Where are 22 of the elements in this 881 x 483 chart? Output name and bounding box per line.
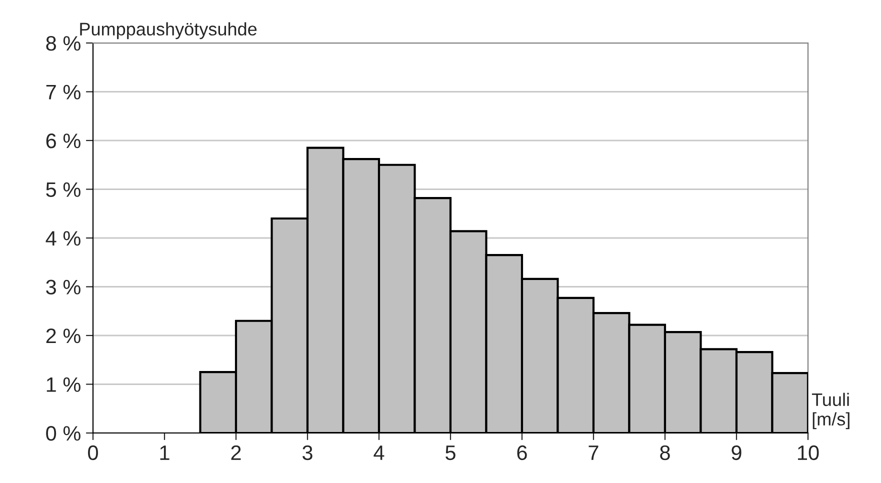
x-tick-label: 1: [160, 446, 170, 460]
y-axis-title: Pumppaushyötysuhde: [80, 22, 257, 40]
x-tick-label: 6: [517, 445, 527, 460]
y-tick-label: 8 %: [46, 36, 80, 51]
y-tick-label: 6 %: [46, 134, 80, 148]
y-tick-label: 1 %: [46, 377, 80, 392]
x-tick-label: 5: [446, 446, 456, 460]
y-tick-label: 5 %: [46, 182, 80, 198]
x-tick-label: 2: [231, 445, 241, 460]
x-tick-label: 3: [302, 445, 312, 460]
y-tick-label: 4 %: [46, 231, 80, 246]
y-tick-label: 0 %: [46, 426, 80, 441]
y-tick-label: 3 %: [46, 280, 80, 295]
x-tick-label: 7: [588, 446, 598, 460]
x-tick-label: 8: [660, 445, 670, 460]
x-tick-label: 9: [732, 445, 742, 460]
x-tick-label: 10: [798, 445, 819, 460]
x-tick-label: 4: [374, 446, 384, 460]
y-tick-label: 7 %: [46, 84, 80, 100]
y-tick-label: 2 %: [46, 328, 80, 344]
x-axis-title: Tuuli [m/s]: [812, 392, 850, 430]
x-tick-label: 0: [88, 445, 98, 460]
